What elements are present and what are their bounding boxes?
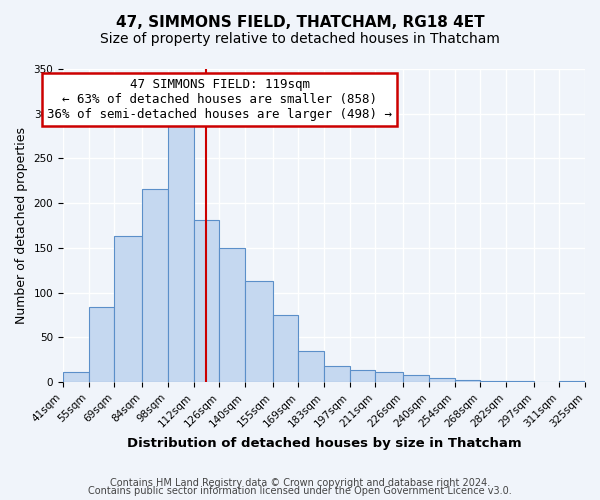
Bar xyxy=(506,381,533,382)
Bar xyxy=(403,375,429,382)
Y-axis label: Number of detached properties: Number of detached properties xyxy=(15,127,28,324)
Bar xyxy=(272,315,298,382)
Text: Size of property relative to detached houses in Thatcham: Size of property relative to detached ho… xyxy=(100,32,500,46)
Bar xyxy=(89,307,115,382)
Bar xyxy=(455,380,480,382)
Text: Contains public sector information licensed under the Open Government Licence v3: Contains public sector information licen… xyxy=(88,486,512,496)
X-axis label: Distribution of detached houses by size in Thatcham: Distribution of detached houses by size … xyxy=(127,437,521,450)
Bar xyxy=(63,372,89,382)
Bar xyxy=(298,351,324,382)
Bar xyxy=(142,189,168,382)
Text: 47 SIMMONS FIELD: 119sqm
← 63% of detached houses are smaller (858)
36% of semi-: 47 SIMMONS FIELD: 119sqm ← 63% of detach… xyxy=(47,78,392,122)
Bar xyxy=(194,220,219,382)
Bar xyxy=(429,378,455,382)
Bar xyxy=(219,248,245,382)
Bar xyxy=(115,236,142,382)
Bar xyxy=(324,366,350,382)
Bar xyxy=(376,372,403,382)
Bar xyxy=(559,381,585,382)
Bar xyxy=(245,281,272,382)
Text: Contains HM Land Registry data © Crown copyright and database right 2024.: Contains HM Land Registry data © Crown c… xyxy=(110,478,490,488)
Bar xyxy=(350,370,376,382)
Bar xyxy=(480,381,506,382)
Text: 47, SIMMONS FIELD, THATCHAM, RG18 4ET: 47, SIMMONS FIELD, THATCHAM, RG18 4ET xyxy=(116,15,484,30)
Bar xyxy=(168,124,194,382)
